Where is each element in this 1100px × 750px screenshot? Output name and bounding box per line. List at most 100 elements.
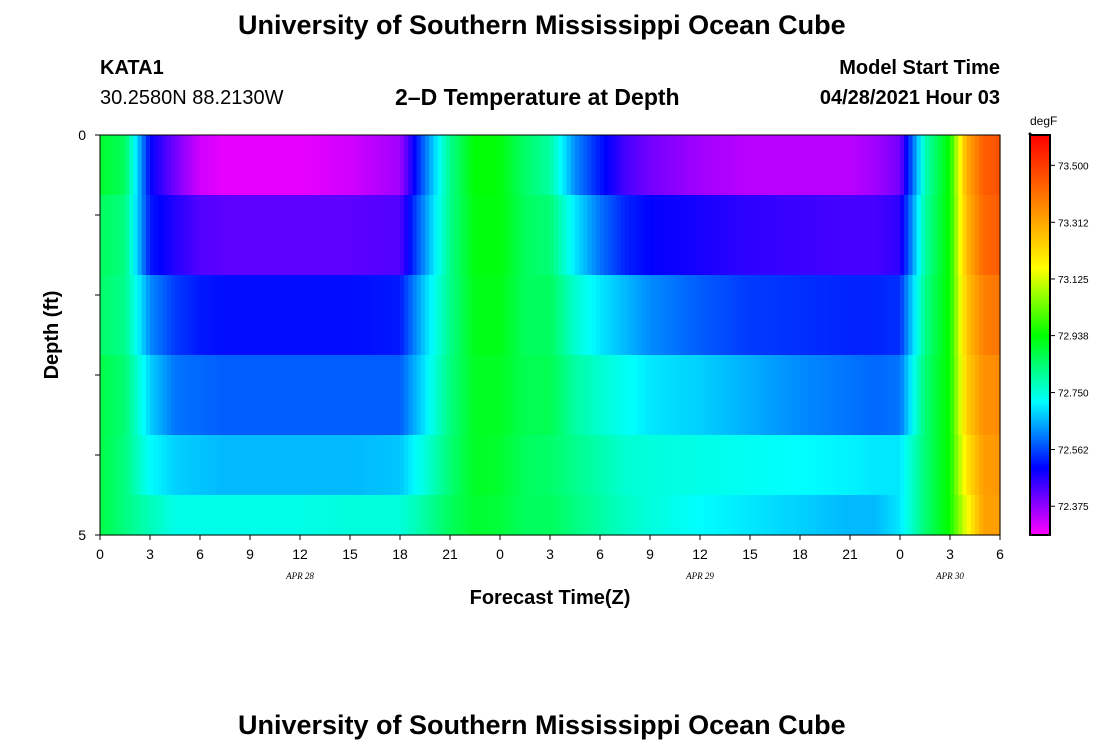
heatmap-cell [441,355,447,436]
heatmap-cell [658,495,664,536]
heatmap-cell [183,195,189,276]
heatmap-cell [695,275,701,356]
heatmap-cell [679,135,684,196]
heatmap-cell [875,195,880,276]
heatmap-cell [804,495,809,536]
heatmap-cell [545,275,551,356]
heatmap-cell [970,495,976,536]
heatmap-cell [154,135,159,196]
heatmap-cell [345,275,351,356]
heatmap-cell [766,355,772,436]
heatmap-cell [129,135,134,196]
heatmap-cell [225,435,230,496]
heatmap-cell [712,195,718,276]
heatmap-cell [891,435,897,496]
heatmap-cell [558,195,564,276]
heatmap-cell [212,195,218,276]
heatmap-cell [108,355,114,436]
heatmap-cell [366,135,372,196]
heatmap-cell [787,135,793,196]
heatmap-cell [883,355,889,436]
heatmap-cell [412,275,418,356]
heatmap-cell [754,195,759,276]
heatmap-cell [700,195,705,276]
heatmap-cell [891,195,897,276]
heatmap-cell [995,495,1001,536]
heatmap-cell [562,495,568,536]
heatmap-cell [283,195,289,276]
heatmap-cell [270,195,276,276]
heatmap-cell [137,355,143,436]
heatmap-cell [387,195,393,276]
heatmap-cell [629,275,634,356]
heatmap-cell [929,435,934,496]
heatmap-cell [120,275,126,356]
heatmap-cell [216,355,222,436]
heatmap-cell [579,195,584,276]
heatmap-cell [179,495,184,536]
heatmap-cell [425,495,430,536]
heatmap-cell [379,195,384,276]
heatmap-cell [775,355,780,436]
heatmap-cell [791,355,797,436]
heatmap-cell [720,195,726,276]
heatmap-cell [887,195,893,276]
heatmap-cell [158,195,164,276]
heatmap-cell [487,195,493,276]
heatmap-cell [712,355,718,436]
heatmap-cell [833,275,839,356]
heatmap-cell [250,495,255,536]
heatmap-cell [558,355,564,436]
heatmap-cell [641,495,647,536]
heatmap-cell [241,495,247,536]
heatmap-cell [483,275,489,356]
heatmap-cell [158,355,164,436]
heatmap-cell [120,355,126,436]
heatmap-cell [916,495,922,536]
heatmap-cell [554,195,559,276]
heatmap-cell [187,495,193,536]
heatmap-cell [570,435,576,496]
heatmap-cell [825,195,830,276]
x-tick-label: 15 [742,546,758,562]
heatmap-cell [279,135,284,196]
heatmap-cell [658,195,664,276]
heatmap-cell [616,495,622,536]
heatmap-cell [183,355,189,436]
heatmap-cell [633,135,639,196]
heatmap-cell [641,275,647,356]
heatmap-cell [904,435,909,496]
heatmap-cell [595,135,601,196]
heatmap-cell [400,275,405,356]
heatmap-cell [662,275,668,356]
heatmap-cell [916,355,922,436]
heatmap-cell [912,355,918,436]
heatmap-cell [950,275,955,356]
heatmap-cell [587,195,593,276]
heatmap-cell [483,355,489,436]
heatmap-cell [575,435,580,496]
heatmap-cell [458,275,464,356]
heatmap-cell [533,275,539,356]
heatmap-cell [216,135,222,196]
heatmap-cell [220,275,226,356]
heatmap-cell [470,195,476,276]
heatmap-cell [916,435,922,496]
heatmap-cell [383,195,389,276]
heatmap-cell [900,355,905,436]
heatmap-cell [141,135,147,196]
heatmap-cell [300,135,305,196]
heatmap-cell [645,135,651,196]
heatmap-cell [104,495,109,536]
heatmap-cell [866,275,872,356]
heatmap-cell [262,495,268,536]
heatmap-cell [983,495,989,536]
heatmap-cells [100,135,1001,536]
heatmap-cell [108,195,114,276]
heatmap-cell [879,135,884,196]
heatmap-cell [462,355,468,436]
heatmap-cell [104,435,109,496]
heatmap-cell [712,275,718,356]
heatmap-cell [254,195,259,276]
heatmap-cell [375,135,380,196]
